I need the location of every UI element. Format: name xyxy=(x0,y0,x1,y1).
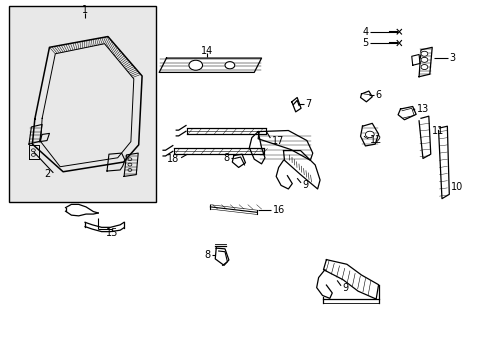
Text: 16: 16 xyxy=(272,205,285,215)
Circle shape xyxy=(420,57,427,62)
Text: 5: 5 xyxy=(361,38,367,48)
Circle shape xyxy=(365,131,373,138)
FancyBboxPatch shape xyxy=(9,6,156,202)
Text: 11: 11 xyxy=(431,126,444,135)
Text: 12: 12 xyxy=(369,135,382,145)
Text: 18: 18 xyxy=(167,154,179,164)
Polygon shape xyxy=(397,107,415,120)
Polygon shape xyxy=(360,123,378,146)
Text: 13: 13 xyxy=(416,104,428,114)
Text: 6: 6 xyxy=(374,90,381,100)
Circle shape xyxy=(224,62,234,69)
Text: 10: 10 xyxy=(450,182,462,192)
Text: 8: 8 xyxy=(224,153,229,163)
Text: 9: 9 xyxy=(341,283,347,293)
Circle shape xyxy=(420,51,427,56)
Text: 3: 3 xyxy=(448,53,454,63)
Text: 7: 7 xyxy=(305,99,310,109)
Text: 14: 14 xyxy=(201,46,213,56)
Polygon shape xyxy=(258,131,312,160)
Text: 17: 17 xyxy=(271,136,284,146)
Text: 9: 9 xyxy=(302,180,307,190)
Text: 2: 2 xyxy=(44,169,51,179)
Polygon shape xyxy=(325,262,374,297)
Polygon shape xyxy=(418,116,430,158)
Polygon shape xyxy=(287,153,317,186)
Text: 15: 15 xyxy=(105,228,118,238)
Polygon shape xyxy=(159,58,261,72)
Polygon shape xyxy=(418,47,431,77)
Text: 8: 8 xyxy=(204,250,210,260)
Circle shape xyxy=(188,60,202,70)
Circle shape xyxy=(420,64,427,69)
Text: 1: 1 xyxy=(81,5,87,15)
Text: 4: 4 xyxy=(362,27,367,37)
Polygon shape xyxy=(438,126,448,199)
